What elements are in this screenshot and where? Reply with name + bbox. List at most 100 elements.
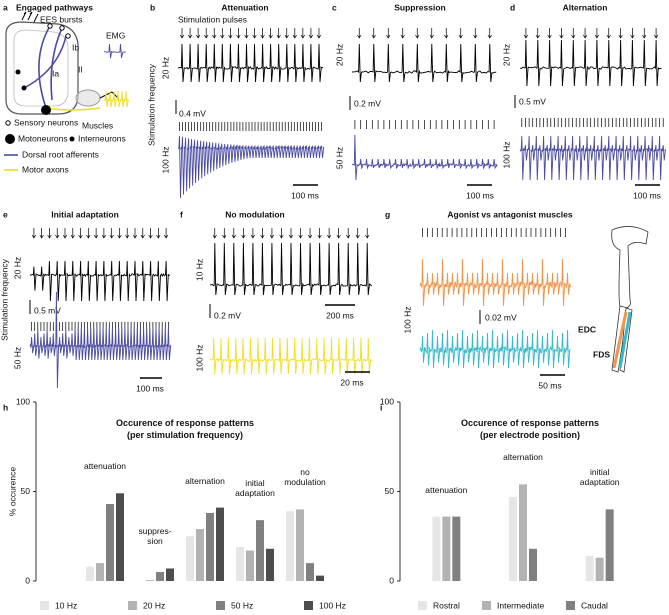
stimulus-arrow (212, 228, 217, 239)
label: Motoneurons (18, 133, 68, 143)
label: 100 Hz (160, 147, 170, 174)
bar (286, 511, 294, 581)
legend-swatch (418, 601, 427, 610)
label: Muscles (82, 120, 113, 130)
stimulus-arrow (148, 228, 153, 239)
bar (595, 557, 604, 581)
stimulus-arrow (316, 28, 322, 39)
stimulus-arrow (458, 28, 463, 39)
stimulus-arrow (236, 28, 241, 39)
stimulus-arrow (250, 228, 255, 239)
emg-trace (519, 135, 667, 181)
emg-trace (519, 39, 662, 87)
bar (146, 580, 154, 581)
label: 0.02 mV (485, 312, 517, 322)
stimulus-arrow (300, 28, 305, 39)
label: Stimulation frequency (0, 258, 9, 340)
y-tick-label: 100 (380, 396, 394, 406)
stimulus-arrow (62, 228, 68, 239)
emg-trace (177, 43, 324, 83)
stimulus-arrow (86, 228, 91, 239)
legend-label: Intermediate (497, 600, 545, 610)
stimulus-arrow (642, 28, 647, 39)
label: Motor axons (22, 164, 69, 174)
emg-trace (419, 329, 571, 369)
stimulus-arrow (618, 28, 623, 39)
label: 100 ms (633, 190, 661, 200)
label: 100 Hz (501, 142, 511, 169)
label: Interneurons (78, 133, 126, 143)
label: a (3, 2, 8, 12)
stimulus-arrow (101, 228, 106, 239)
emg-trace (209, 242, 373, 296)
stimulus-arrow (371, 28, 376, 39)
label: 100 ms (136, 383, 164, 393)
stimulus-arrow (109, 228, 114, 239)
label: Stimulation frequency (146, 63, 156, 145)
emg-trace (29, 291, 172, 389)
bar (432, 516, 441, 581)
stimulus-arrow (355, 228, 360, 239)
label: 10 Hz (194, 259, 204, 281)
stimulus-arrow (308, 28, 314, 39)
stimulus-ticks (354, 120, 495, 129)
label: c (332, 2, 337, 12)
label: FDS (593, 349, 610, 359)
bar (585, 555, 594, 581)
bar (246, 550, 254, 581)
stimulus-arrow (260, 228, 265, 239)
chart-title: Occurence of response patterns (115, 418, 255, 428)
stimulus-ticks (179, 122, 322, 131)
chart-title: Occurence of response patterns (460, 418, 600, 428)
bar (216, 507, 224, 581)
stimulus-arrow (231, 228, 236, 239)
label: Attenuation (221, 2, 268, 12)
emg-trace (419, 258, 571, 306)
category-label: initial adaptation (579, 467, 620, 488)
bar (306, 563, 314, 581)
legend-label: Caudal (581, 600, 608, 610)
legend-label: Rostral (433, 600, 460, 610)
label: i (380, 402, 382, 412)
stimulus-arrow (260, 28, 265, 39)
bar (452, 516, 461, 581)
label: Alternation (563, 2, 608, 12)
emg-trace (351, 43, 497, 83)
label: 20 Hz (501, 44, 511, 66)
bar (442, 516, 451, 581)
bar (605, 509, 614, 581)
stimulus-arrow (244, 28, 249, 39)
bar (96, 563, 104, 581)
stimulus-arrow (317, 228, 322, 239)
legend-swatch (216, 601, 225, 610)
stimulus-arrow (132, 228, 138, 239)
bar (196, 529, 204, 581)
label: EMG (106, 30, 125, 40)
stimulus-arrow (222, 228, 227, 239)
label: g (385, 209, 390, 219)
stimulus-ticks (31, 322, 169, 331)
label: Stimulation pulses (178, 14, 247, 24)
bar (266, 548, 274, 581)
emg-trace (103, 43, 126, 59)
label: 0.2 mV (354, 98, 381, 108)
stimulus-arrow (269, 228, 275, 239)
label: 20 Hz (334, 44, 344, 66)
legend-swatch (482, 601, 491, 610)
bar (186, 536, 194, 581)
stimulus-arrow (268, 28, 273, 39)
category-label: no modulation (284, 467, 326, 488)
emg-trace (351, 134, 498, 181)
stimulus-arrow (187, 28, 193, 39)
pathway-schematic (4, 11, 119, 171)
stimulus-arrow (164, 228, 169, 239)
stimulus-arrow (336, 228, 341, 239)
label: Ib (72, 42, 79, 52)
legend-swatch (304, 601, 313, 610)
chart-subtitle: (per stimulation frequency) (126, 430, 244, 440)
stimulus-arrow (582, 28, 588, 39)
stimulus-arrow (212, 28, 217, 39)
y-tick-label: 50 (385, 486, 395, 496)
stimulus-arrow (196, 28, 201, 39)
